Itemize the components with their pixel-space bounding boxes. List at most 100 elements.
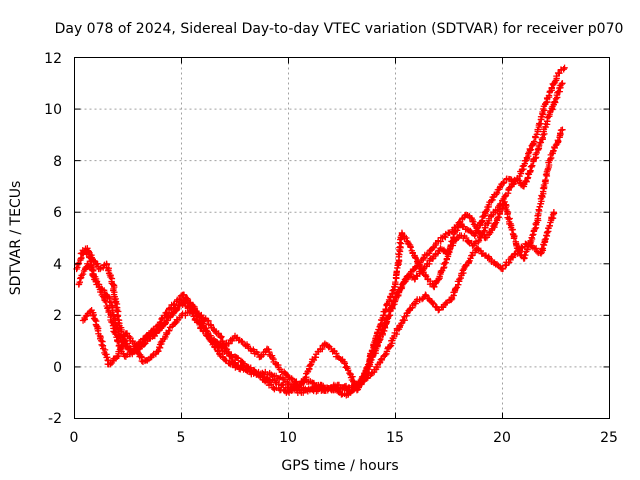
- x-tick-labels: 0 5 10 15 20 25: [70, 430, 618, 446]
- data-point: [90, 258, 97, 265]
- data-point: [465, 238, 473, 246]
- y-tick-label: 10: [44, 102, 62, 118]
- data-point: [403, 234, 410, 242]
- data-point: [510, 235, 518, 242]
- chart-title: Day 078 of 2024, Sidereal Day-to-day VTE…: [55, 21, 624, 37]
- data-point: [166, 327, 173, 334]
- data-point: [526, 145, 534, 153]
- plot-area: [73, 64, 568, 399]
- data-point: [506, 184, 513, 191]
- data-point: [382, 305, 389, 313]
- data-point: [341, 360, 349, 367]
- data-point: [79, 270, 87, 278]
- data-point: [493, 261, 501, 268]
- data-point: [77, 275, 84, 282]
- data-point: [475, 237, 483, 244]
- data-point: [398, 320, 405, 327]
- y-tick-label: -2: [48, 411, 62, 427]
- data-point: [363, 364, 370, 372]
- data-point: [411, 254, 419, 261]
- y-tick-labels: -2 0 2 4 6 8 10 12: [44, 51, 62, 427]
- data-point: [172, 319, 179, 327]
- data-point: [495, 214, 502, 221]
- plot-frame: [74, 57, 610, 419]
- data-point: [420, 255, 427, 262]
- data-point: [91, 316, 99, 324]
- data-point: [227, 352, 235, 360]
- data-point: [175, 296, 183, 304]
- data-point: [126, 333, 133, 340]
- data-point: [114, 353, 121, 360]
- data-point: [364, 361, 372, 368]
- data-point: [527, 146, 535, 153]
- data-point: [78, 272, 85, 279]
- y-tick-label: 6: [53, 205, 62, 221]
- data-point: [538, 245, 545, 253]
- x-tick-label: 0: [70, 430, 79, 446]
- data-point: [535, 206, 542, 213]
- data-point: [532, 245, 540, 252]
- data-point: [543, 229, 551, 237]
- data-point: [560, 66, 567, 73]
- data-point: [184, 295, 191, 302]
- data-point: [482, 208, 490, 215]
- data-point: [220, 341, 227, 348]
- data-point: [531, 225, 539, 233]
- data-point: [107, 361, 114, 368]
- data-point: [285, 373, 292, 381]
- data-point: [530, 138, 538, 145]
- data-point: [435, 276, 442, 283]
- data-point: [492, 191, 500, 198]
- y-axis-label: SDTVAR / TECUs: [8, 181, 24, 296]
- data-point: [94, 281, 102, 288]
- data-point: [149, 352, 157, 359]
- data-point: [386, 343, 394, 350]
- data-point: [546, 222, 553, 229]
- data-point: [529, 162, 536, 169]
- data-point: [407, 244, 414, 251]
- data-point: [536, 203, 544, 211]
- data-point: [523, 178, 530, 185]
- data-point: [559, 80, 566, 87]
- data-point: [278, 381, 286, 389]
- data-point: [551, 98, 558, 105]
- data-point: [310, 379, 318, 387]
- data-point: [474, 238, 482, 246]
- data-point: [276, 375, 283, 382]
- data-point: [459, 267, 467, 274]
- data-point: [541, 236, 549, 244]
- data-point: [269, 354, 276, 361]
- data-point: [488, 197, 495, 204]
- data-point: [157, 338, 165, 346]
- data-point: [529, 232, 536, 239]
- data-point: [447, 241, 455, 249]
- x-tick-label: 25: [600, 430, 618, 446]
- data-point: [498, 205, 506, 212]
- data-point: [75, 260, 83, 267]
- data-point: [389, 301, 397, 309]
- data-point: [307, 362, 314, 369]
- data-point: [450, 233, 457, 241]
- data-point: [536, 120, 544, 127]
- data-point: [383, 316, 391, 323]
- axis-ticks: [74, 57, 610, 419]
- y-tick-label: 8: [53, 154, 62, 170]
- data-point: [112, 331, 119, 338]
- data-point: [487, 212, 495, 220]
- data-point: [217, 334, 225, 341]
- grid: [74, 57, 610, 419]
- data-point: [187, 299, 194, 306]
- data-point: [550, 209, 558, 216]
- data-point: [154, 322, 162, 329]
- data-point: [345, 367, 352, 374]
- y-tick-label: 12: [44, 51, 62, 67]
- data-point: [448, 238, 456, 245]
- data-point: [454, 224, 462, 231]
- data-point: [176, 295, 183, 303]
- data-point: [118, 342, 125, 349]
- x-tick-label: 20: [493, 430, 511, 446]
- data-point: [431, 283, 438, 290]
- x-axis-label: GPS time / hours: [281, 458, 398, 474]
- data-point: [442, 259, 449, 266]
